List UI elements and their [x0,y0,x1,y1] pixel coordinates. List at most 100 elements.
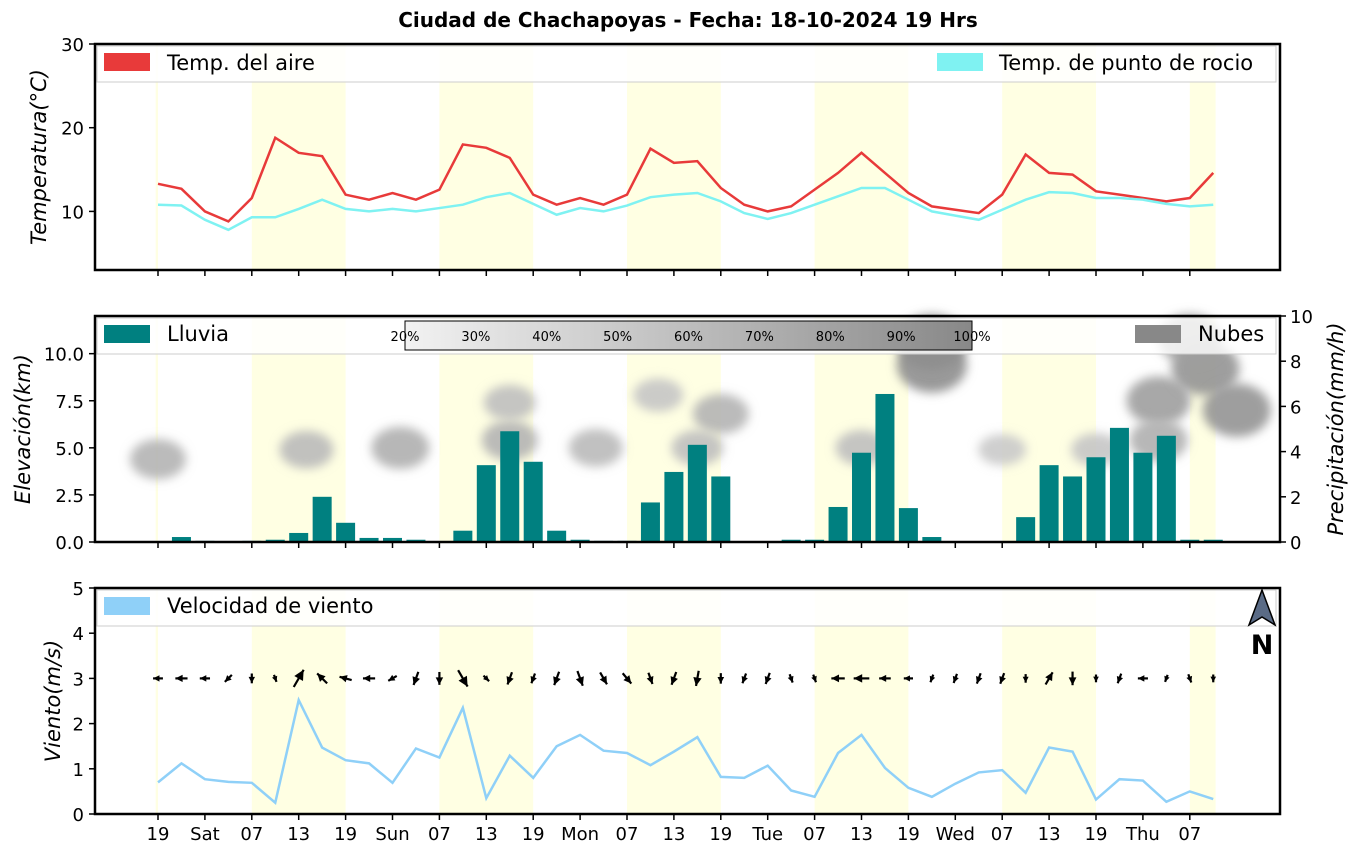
colorbar-label: 80% [816,330,845,345]
elevation-axis-label: Elevación(km) [11,354,35,504]
rain-bar [336,522,356,542]
colorbar-label: 70% [745,330,774,345]
x-tick-label: 07 [428,824,451,845]
day-band [155,588,158,814]
wind-arrow [272,674,278,683]
wind-arrow [1164,674,1170,683]
cloud-blob [835,430,888,466]
wind-arrow [764,672,772,685]
legend-label-air-temp: Temp. del aire [166,51,315,75]
wind-arrow [646,672,654,685]
rain-bar [1109,427,1129,542]
wind-arrow [1186,673,1193,683]
rain-bar [664,471,684,542]
y-tick-label: 1 [73,760,84,781]
wind-arrow [224,674,233,683]
wind-arrow [999,672,1006,685]
y-tick-label: 4 [73,624,84,645]
cloud-blob [568,428,623,467]
wind-arrow [482,674,490,682]
wind-arrow [530,673,537,684]
cloud-blob [371,426,430,469]
rain-bar [828,506,848,542]
rain-bar [383,537,402,542]
wind-arrow [248,673,255,684]
y-tick-label: 2.5 [55,486,84,507]
temperature-panel: 10 20 30 Temp. del aire Temp. de punto de … [27,35,1282,272]
cloud-blob [1126,376,1191,426]
x-tick-label: 19 [1085,824,1108,845]
x-tick-label: 07 [616,824,639,845]
wind-arrow [1093,674,1099,683]
wind-panel: 0 1 2 3 4 5 Velocidad de viento N Viento(m/s)… [41,270,1282,845]
wind-arrow [599,671,608,685]
precipitation-axis-label: Precipitación(mm/h) [1324,322,1348,535]
wind-arrow [1116,673,1124,684]
rain-bar [359,537,379,542]
wind-speed-line [157,696,1214,805]
rain-bar [453,530,473,542]
y-tick-label: 3 [73,669,84,690]
y-tick-label: 10.0 [44,345,84,366]
y-tick-label: 30 [61,35,84,56]
y-tick-label: 0.0 [55,533,84,554]
x-tick-label: 19 [334,824,357,845]
rain-bar [1039,465,1059,542]
rain-bar [171,537,191,542]
wind-arrow [1044,671,1054,686]
wind-arrow [435,671,444,685]
wind-legend: Velocidad de viento [96,589,1277,627]
x-tick-label: 19 [709,824,732,845]
wind-arrow [853,674,870,683]
wind-arrow [553,671,561,686]
rain-bar [1156,435,1176,542]
x-tick-label: 07 [803,824,826,845]
north-arrow-icon: N [1247,587,1277,661]
y-tick-label: 5.0 [55,439,84,460]
wind-arrow [693,670,702,687]
colorbar-label: 20% [391,330,420,345]
wind-arrow [1022,674,1029,683]
wind-arrow [929,674,936,683]
legend-label-clouds: Nubes [1198,322,1264,346]
temperature-axis-label: Temperatura(°C) [27,69,51,245]
wind-arrow [811,674,818,683]
x-tick-label: 07 [1178,824,1201,845]
dew-point-line [157,186,1214,232]
rain-bar [875,393,895,542]
legend-swatch-dew-point [937,53,983,71]
wind-arrow [831,674,845,683]
colorbar-label: 90% [887,330,916,345]
y-tick-label: 0 [73,805,84,826]
wind-arrow [717,673,725,684]
y-tick-label: 0 [1290,533,1301,554]
x-tick-label: 07 [240,824,263,845]
x-tick-label: Sat [190,824,220,845]
rain-bar [687,444,707,542]
wind-arrow [787,673,794,683]
wind-arrow [975,672,983,684]
legend-label-rain: Lluvia [167,322,229,346]
wind-arrow [621,672,633,685]
x-tick-label: Mon [561,824,599,845]
cloud-blob [692,393,749,434]
y-tick-label: 5 [73,579,84,600]
cloud-blob [130,439,186,480]
legend-swatch-rain [104,325,150,343]
x-tick-label: 19 [147,824,170,845]
wind-arrow [952,673,959,684]
y-tick-label: 10 [61,202,84,223]
legend-label-wind-speed: Velocidad de viento [167,594,373,618]
wind-arrow [903,675,913,682]
wind-arrow [292,669,305,688]
rain-bar [289,532,309,542]
wind-arrow [1210,674,1217,683]
rain-bar [898,508,918,542]
colorbar-label: 50% [603,330,632,345]
wind-arrow [175,674,188,683]
cloud-colorbar: 20% 30% 40% 50% 60% 70% 80% 90% 100% [391,320,991,351]
day-band [155,316,158,542]
wind-axis-label: Viento(m/s) [41,640,65,762]
rain-bar [711,476,731,542]
